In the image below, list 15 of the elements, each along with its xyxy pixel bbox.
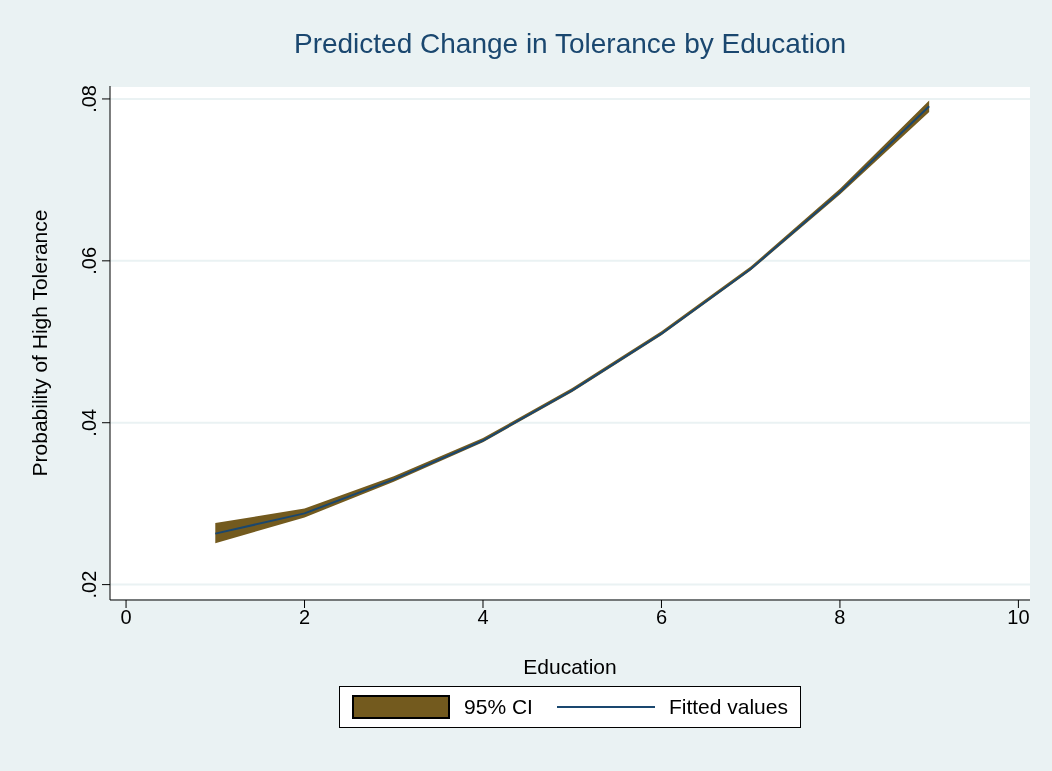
y-tick-label: .02 bbox=[78, 570, 100, 599]
y-tick-label: .06 bbox=[78, 246, 100, 275]
text: 95% CI bbox=[464, 695, 533, 719]
legend-label: Fitted values bbox=[668, 695, 788, 719]
x-tick-label: 2 bbox=[298, 606, 311, 629]
y-axis-title: Probability of High Tolerance bbox=[28, 209, 52, 477]
x-axis-title: Education bbox=[523, 655, 617, 678]
y-tick-label: .08 bbox=[78, 85, 100, 113]
x-tick-label: 0 bbox=[120, 606, 132, 629]
x-tick-label: 8 bbox=[834, 606, 846, 629]
y-tick-label: .04 bbox=[78, 408, 100, 437]
chart-title: Predicted Change in Tolerance by Education bbox=[292, 28, 848, 60]
x-tick-label: 4 bbox=[477, 606, 489, 629]
x-tick-label: 6 bbox=[655, 606, 668, 629]
x-tick-label: 10 bbox=[1007, 606, 1030, 629]
